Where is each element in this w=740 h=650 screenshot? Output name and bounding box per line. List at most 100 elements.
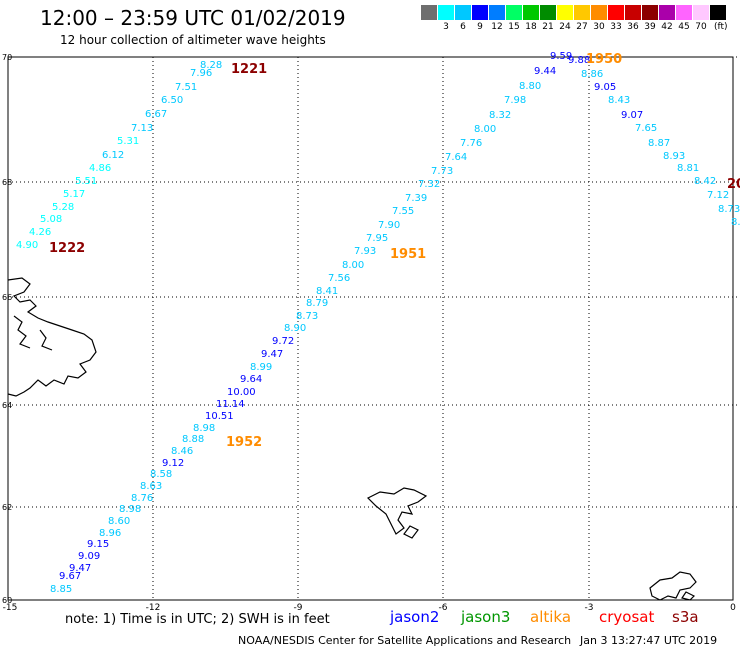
colorbar-tick-label: 36: [627, 22, 639, 32]
generated-timestamp: Jan 3 13:27:47 UTC 2019: [580, 634, 718, 647]
legend-mission-jason3: jason3: [461, 608, 511, 626]
colorbar-swatch: [438, 5, 454, 20]
longitude-tick-label: -15: [3, 603, 18, 613]
latitude-tick-label: 62: [2, 503, 12, 512]
wave-height-label: 8.96: [99, 528, 121, 539]
colorbar-swatch: [489, 5, 505, 20]
wave-height-label: 5.31: [117, 136, 139, 147]
wave-height-label: 8.99: [250, 362, 272, 373]
wave-height-label: 10.00: [227, 387, 256, 398]
colorbar-swatch: [523, 5, 539, 20]
credit-line: NOAA/NESDIS Center for Satellite Applica…: [238, 634, 572, 647]
wave-height-label: 4.26: [29, 227, 51, 238]
colorbar-tick-label: 21: [542, 22, 554, 32]
pass-time-labels: 1221 1222 1950 1951 1952 20: [49, 52, 740, 450]
wave-height-label: 8.63: [140, 481, 162, 492]
pass-time-label: 20: [727, 177, 740, 192]
altimeter-tracks: 8.287.96 7.51 6.50 6.67 7.13 5.31 6.12 4.86 5.51…: [16, 51, 740, 595]
wave-height-label: 7.32: [418, 179, 440, 190]
wave-height-label: 9.15: [87, 539, 109, 550]
colorbar-tick-label: 24: [559, 22, 571, 32]
colorbar-tick-label: 45: [678, 22, 690, 32]
wave-height-label: 9.59: [550, 51, 572, 62]
pass-time-label: 1952: [226, 435, 262, 450]
wave-height-label: 8.42: [694, 176, 716, 187]
pass-time-label: 1951: [390, 247, 426, 262]
wave-height-label: 7.39: [405, 193, 427, 204]
iceland-fjords: [13, 315, 53, 351]
wave-height-label: 7.95: [366, 233, 388, 244]
longitude-tick-label: -12: [146, 603, 161, 613]
wave-height-label: 5.51: [75, 176, 97, 187]
colorbar-tick-label: 15: [508, 22, 520, 32]
wave-height-label: 9.64: [240, 374, 262, 385]
wave-height-label: 7.96: [190, 68, 212, 79]
pass-time-label: 1222: [49, 241, 85, 256]
colorbar-swatch: [472, 5, 488, 20]
wave-height-label: 7.13: [131, 123, 153, 134]
colorbar-swatch: [642, 5, 658, 20]
wave-height-label: 8.58: [150, 469, 172, 480]
colorbar-swatch: [625, 5, 641, 20]
wave-height-label: 11.14: [216, 399, 245, 410]
wave-height-label: 5.28: [52, 202, 74, 213]
wave-height-label: 7.64: [445, 152, 467, 163]
wave-height-label: 6.50: [161, 95, 183, 106]
latitude-tick-label: 70: [2, 53, 12, 62]
shetland-islands: [649, 571, 697, 601]
colorbar-swatch: [693, 5, 709, 20]
wave-height-label: 8.73: [296, 311, 318, 322]
wave-height-label: 8.76: [131, 493, 153, 504]
colorbar-swatch: [506, 5, 522, 20]
colorbar-tick-label: 18: [525, 22, 537, 32]
longitude-tick-label: -3: [585, 603, 594, 613]
colorbar-tick-label: 33: [610, 22, 622, 32]
latitude-tick-labels: 70 68 66 64 62 60: [2, 53, 12, 605]
wave-height-label: 7.56: [328, 273, 350, 284]
latitude-tick-label: 60: [2, 596, 12, 605]
wave-height-label: 9.05: [594, 82, 616, 93]
wave-height-label: 5.08: [40, 214, 62, 225]
colorbar-swatch: [455, 5, 471, 20]
wave-height-label: 8.85: [50, 584, 72, 595]
wave-height-label: 7.93: [354, 246, 376, 257]
wave-height-label: 7.12: [707, 190, 729, 201]
wave-height-label: 7.90: [378, 220, 400, 231]
legend-mission-jason2: jason2: [390, 608, 440, 626]
legend-mission-s3a: s3a: [672, 608, 699, 626]
wave-height-label: 8.73: [718, 204, 740, 215]
wave-height-label: 8.93: [663, 151, 685, 162]
iceland-coastline: [7, 277, 97, 397]
map-frame: [7, 56, 734, 601]
colorbar-swatch: [710, 5, 726, 20]
colorbar-tick-label: 3: [443, 22, 449, 32]
wave-height-label: 8.79: [306, 298, 328, 309]
wave-height-label: 8.60: [108, 516, 130, 527]
wave-height-label: 4.86: [89, 163, 111, 174]
wave-height-label: 8.81: [677, 163, 699, 174]
wave-height-label: 8.88: [182, 434, 204, 445]
wave-height-label: 8.00: [474, 124, 496, 135]
longitude-tick-label: -6: [439, 603, 448, 613]
longitude-tick-label: 0: [730, 603, 736, 613]
colorbar-swatch: [608, 5, 624, 20]
colorbar-tick-label: 39: [644, 22, 656, 32]
pass-time-label: 1221: [231, 62, 267, 77]
wave-height-label: 9.12: [162, 458, 184, 469]
wave-height-label: 9.67: [59, 571, 81, 582]
wave-height-label: 8.00: [342, 260, 364, 271]
wave-height-label: 8.46: [171, 446, 193, 457]
wave-height-label: 4.90: [16, 240, 38, 251]
wave-height-label: 5.17: [63, 189, 85, 200]
wave-height-label: 7.65: [635, 123, 657, 134]
wave-height-label: 8.41: [316, 286, 338, 297]
wave-height-label: 8.87: [648, 138, 670, 149]
wave-height-label: 8.: [731, 217, 740, 228]
latitude-tick-label: 66: [2, 293, 12, 302]
coastline: [7, 277, 697, 601]
wave-height-label: 6.12: [102, 150, 124, 161]
wave-height-label: 9.47: [261, 349, 283, 360]
latitude-tick-label: 64: [2, 401, 12, 410]
wave-height-label: 9.07: [621, 110, 643, 121]
note-text: note: 1) Time is in UTC; 2) SWH is in fe…: [65, 612, 330, 627]
